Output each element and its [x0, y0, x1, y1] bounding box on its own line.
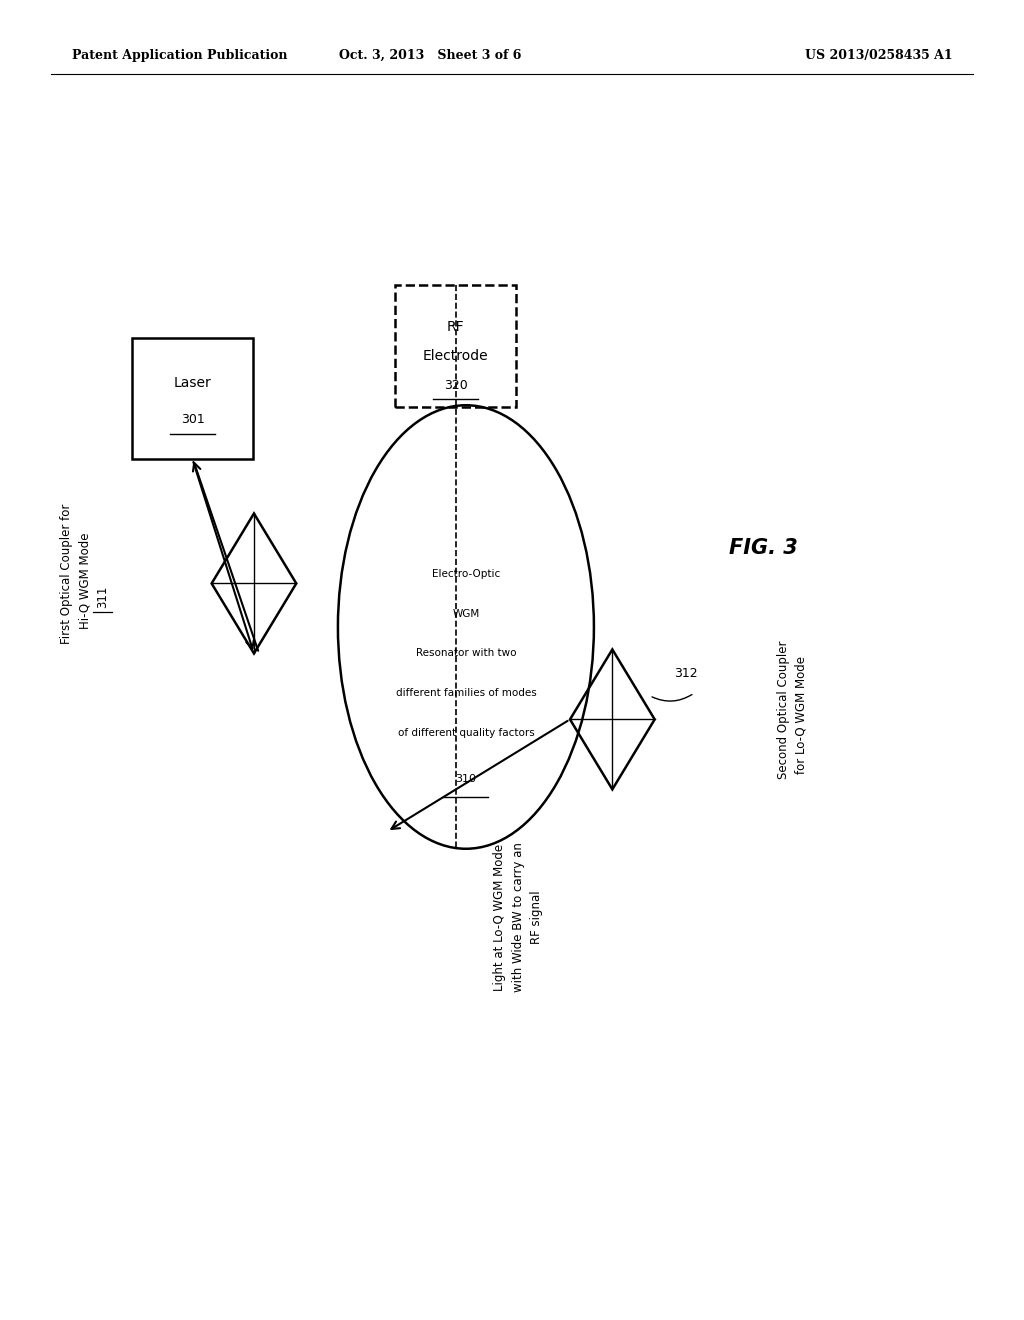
Text: Second Optical Coupler: Second Optical Coupler — [777, 642, 790, 779]
Text: Resonator with two: Resonator with two — [416, 648, 516, 659]
Bar — [132, 338, 253, 459]
Text: with Wide BW to carry an: with Wide BW to carry an — [512, 842, 524, 993]
Text: RF: RF — [446, 321, 465, 334]
Text: FIG. 3: FIG. 3 — [728, 537, 798, 558]
Text: Patent Application Publication: Patent Application Publication — [72, 49, 287, 62]
Text: 311: 311 — [96, 586, 109, 607]
Text: Electro-Optic: Electro-Optic — [432, 569, 500, 579]
Text: WGM: WGM — [453, 609, 479, 619]
Text: Hi-Q WGM Mode: Hi-Q WGM Mode — [79, 532, 91, 630]
Text: 320: 320 — [443, 379, 468, 392]
Text: 310: 310 — [456, 774, 476, 784]
Text: Electrode: Electrode — [423, 350, 488, 363]
Text: Oct. 3, 2013   Sheet 3 of 6: Oct. 3, 2013 Sheet 3 of 6 — [339, 49, 521, 62]
Text: of different quality factors: of different quality factors — [397, 727, 535, 738]
Text: 312: 312 — [674, 667, 698, 680]
Bar — [395, 285, 516, 407]
Text: for Lo-Q WGM Mode: for Lo-Q WGM Mode — [795, 656, 807, 775]
Text: different families of modes: different families of modes — [395, 688, 537, 698]
Text: RF signal: RF signal — [530, 891, 543, 944]
Text: Light at Lo-Q WGM Mode: Light at Lo-Q WGM Mode — [494, 843, 506, 991]
Text: US 2013/0258435 A1: US 2013/0258435 A1 — [805, 49, 952, 62]
Text: 301: 301 — [180, 413, 205, 426]
Text: Laser: Laser — [174, 376, 211, 389]
Text: First Optical Coupler for: First Optical Coupler for — [60, 504, 73, 644]
